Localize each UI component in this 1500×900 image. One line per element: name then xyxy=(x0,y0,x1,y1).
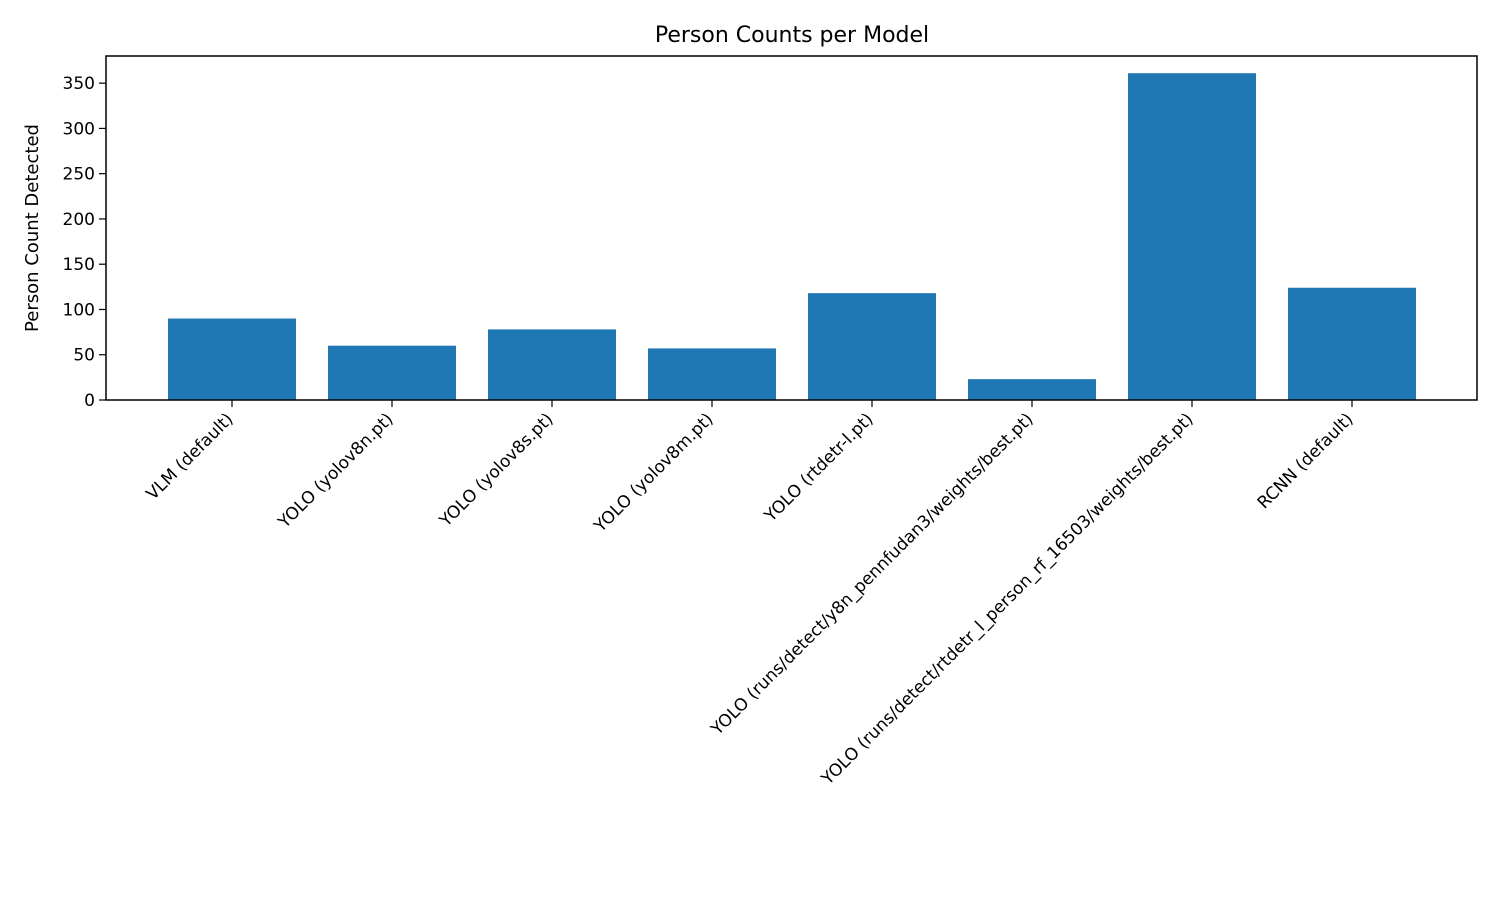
x-tick-label: VLM (default) xyxy=(143,409,238,504)
x-axis-ticks: VLM (default) YOLO (yolov8n.pt) YOLO (yolo… xyxy=(143,400,1358,790)
bars-group xyxy=(168,73,1416,400)
x-tick-label: YOLO (runs/detect/rtdetr_l_person_rf_165… xyxy=(817,409,1197,789)
x-tick-label: YOLO (yolov8s.pt) xyxy=(435,409,557,531)
chart-title: Person Counts per Model xyxy=(655,23,929,48)
y-axis-label: Person Count Detected xyxy=(22,124,43,332)
bar xyxy=(1288,287,1416,400)
y-tick-label: 250 xyxy=(63,165,95,185)
bar xyxy=(968,379,1096,400)
x-tick-label: YOLO (rtdetr-l.pt) xyxy=(760,409,877,526)
y-axis-ticks: 0 50 100 150 200 250 300 350 xyxy=(63,74,106,411)
bar xyxy=(488,329,616,400)
bar xyxy=(1128,73,1256,400)
y-tick-label: 0 xyxy=(84,391,95,411)
bar xyxy=(328,345,456,400)
x-tick-label: RCNN (default) xyxy=(1254,409,1358,513)
y-tick-label: 50 xyxy=(73,346,95,366)
bar xyxy=(168,318,296,400)
y-tick-label: 150 xyxy=(63,255,95,275)
y-tick-label: 100 xyxy=(63,300,95,320)
x-tick-label: YOLO (runs/detect/y8n_pennfudan3/weights… xyxy=(707,409,1038,740)
y-tick-label: 200 xyxy=(63,210,95,230)
y-tick-label: 300 xyxy=(63,119,95,139)
bar xyxy=(648,348,776,400)
plot-frame xyxy=(105,55,1478,401)
bar xyxy=(808,293,936,400)
x-tick-label: YOLO (yolov8m.pt) xyxy=(590,409,718,537)
y-tick-label: 350 xyxy=(63,74,95,94)
x-tick-label: YOLO (yolov8n.pt) xyxy=(274,409,398,533)
